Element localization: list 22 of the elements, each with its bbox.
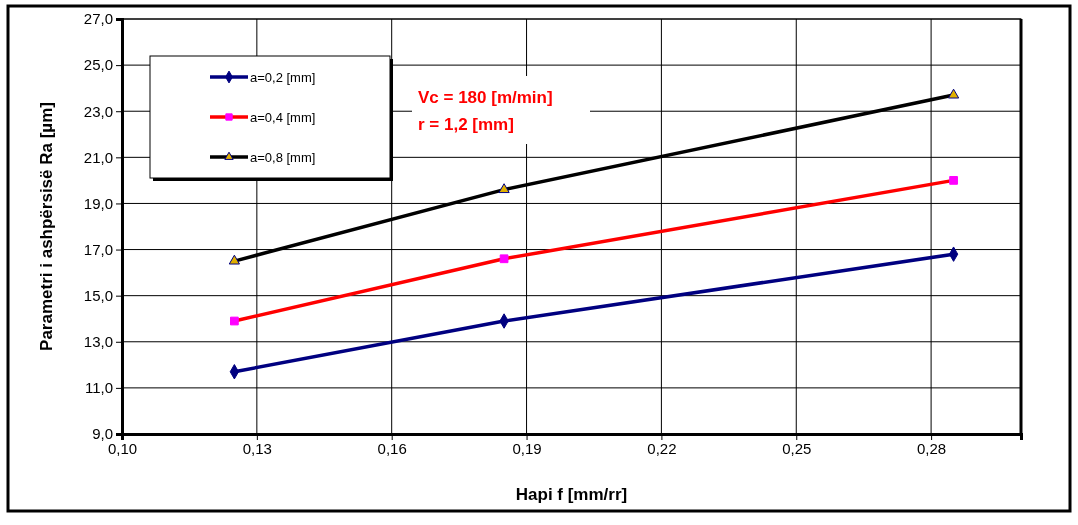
y-tick-label: 25,0: [83, 56, 113, 74]
legend-label: a=0,2 [mm]: [250, 70, 316, 85]
x-tick-label: 0,19: [512, 439, 542, 457]
annotation: r = 1,2 [mm]: [418, 115, 514, 134]
y-tick-label: 13,0: [83, 333, 113, 351]
y-tick-label: 19,0: [83, 194, 113, 212]
y-axis-title: Parametri i ashpërsisë Ra [µm]: [37, 102, 56, 351]
legend-label: a=0,4 [mm]: [250, 110, 316, 125]
annotation: Vc = 180 [m/min]: [418, 88, 553, 107]
y-tick-label: 11,0: [84, 379, 113, 397]
x-tick-label: 0,13: [242, 439, 272, 457]
x-tick-label: 0,28: [917, 439, 947, 457]
legend-label: a=0,8 [mm]: [250, 150, 316, 165]
y-tick-label: 27,0: [83, 10, 113, 28]
x-tick-label: 0,25: [782, 439, 812, 457]
x-tick-label: 0,16: [377, 439, 407, 457]
x-axis-title: Hapi f [mm/rr]: [515, 485, 628, 504]
y-tick-label: 21,0: [83, 148, 113, 166]
x-tick-label: 0,22: [647, 439, 677, 457]
y-tick-label: 23,0: [83, 102, 113, 120]
y-tick-label: 17,0: [83, 240, 113, 258]
y-tick-label: 15,0: [83, 286, 113, 304]
